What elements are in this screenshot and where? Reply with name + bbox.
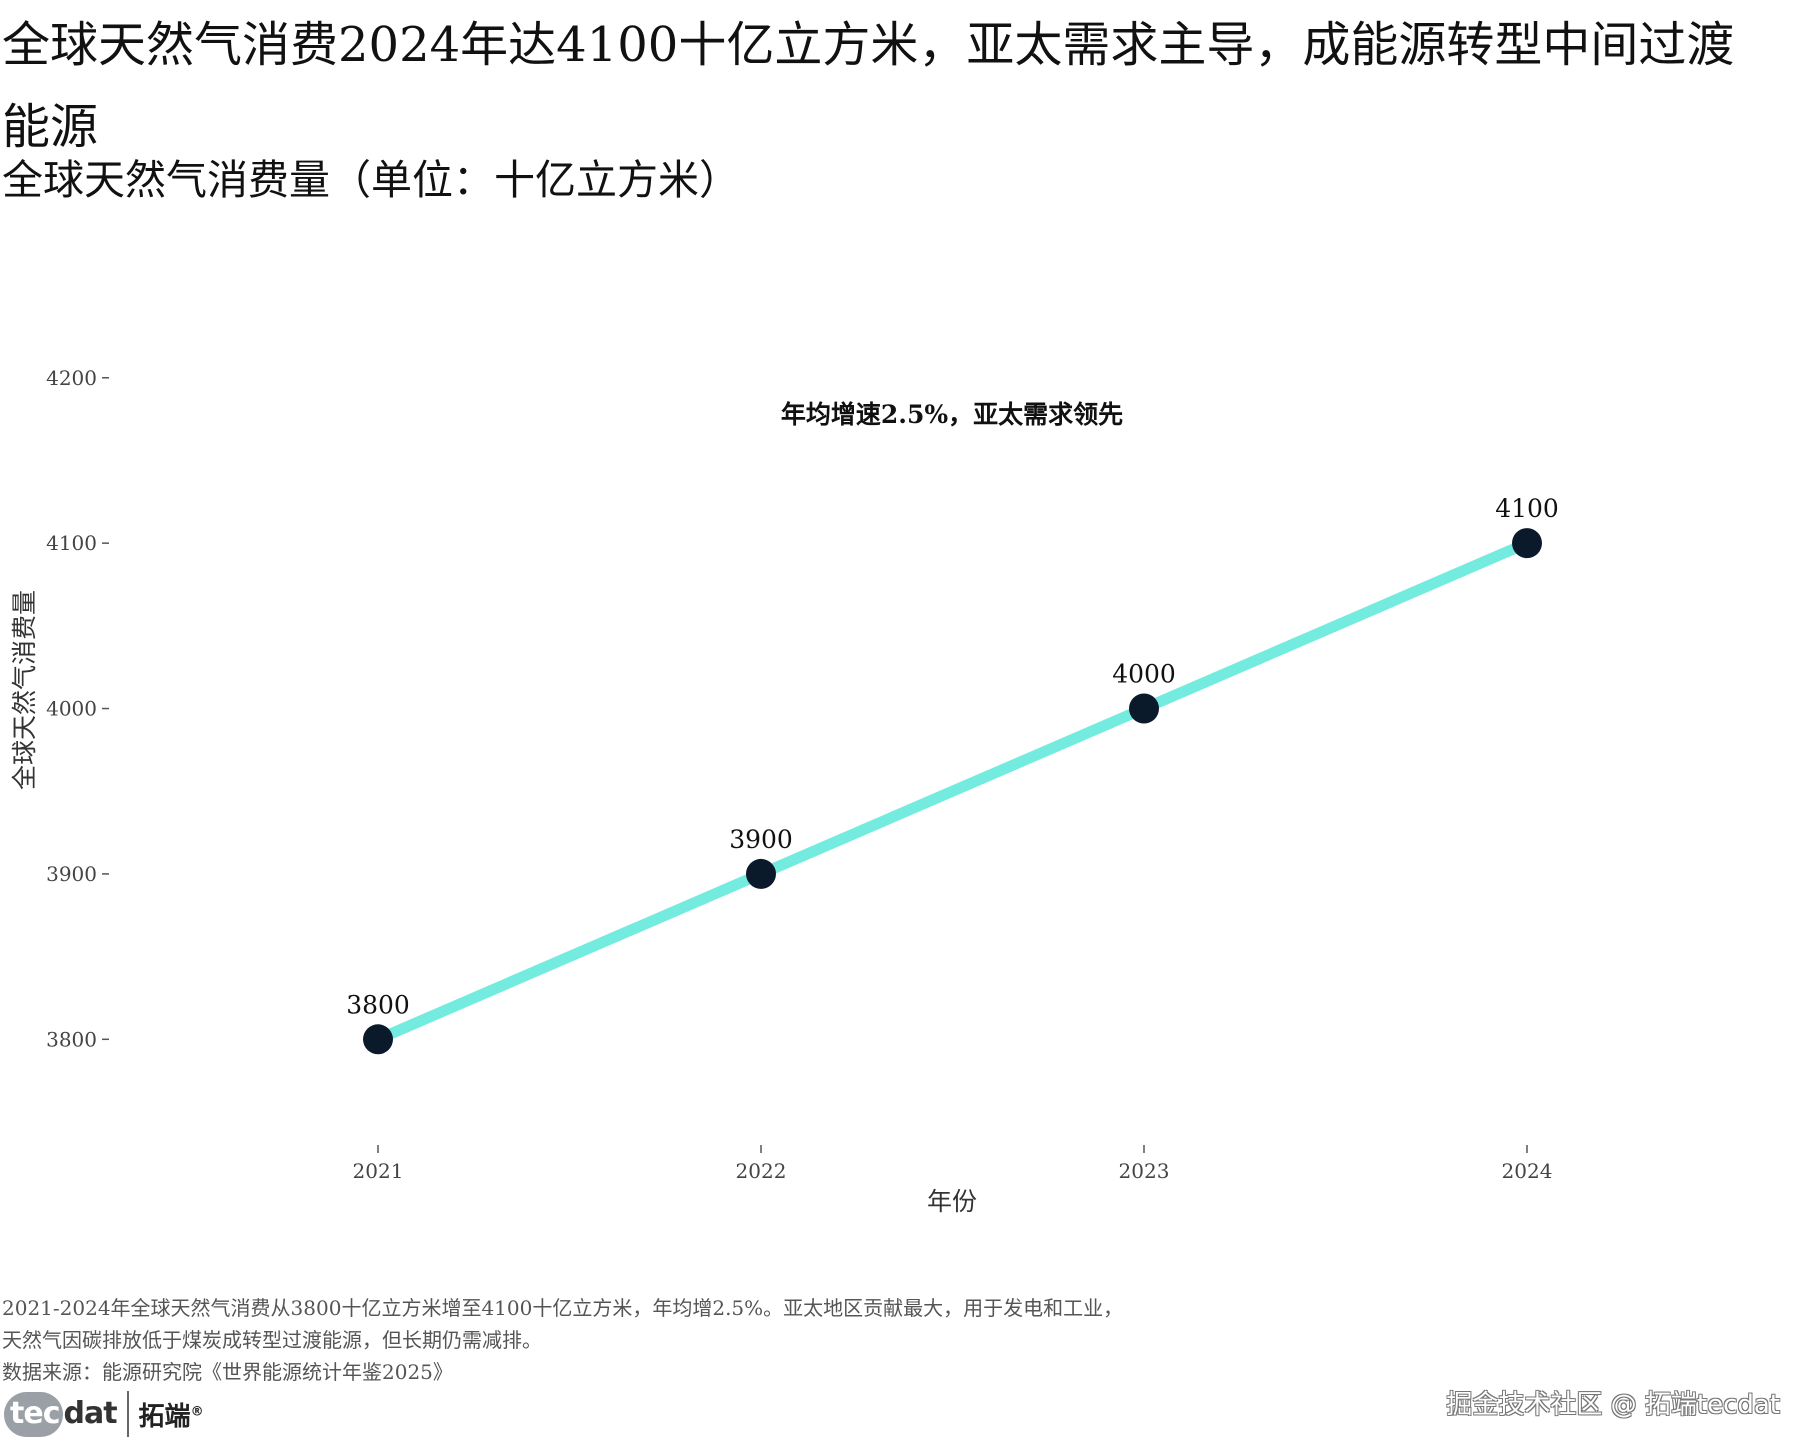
x-tick-label-2022: 2022 (736, 1159, 787, 1183)
caption-line-1: 2021-2024年全球天然气消费从3800十亿立方米增至4100十亿立方米，年… (2, 1296, 1124, 1320)
chart-annotation: 年均增速2.5%，亚太需求领先 (781, 400, 1123, 429)
logo-dat: dat (63, 1395, 117, 1431)
watermark: 掘金技术社区 @ 拓端tecdat (1446, 1390, 1780, 1420)
x-tick-label-2023: 2023 (1119, 1159, 1170, 1183)
x-axis: 2021 2022 2023 2024 (353, 1145, 1553, 1183)
caption-source: 数据来源：能源研究院《世界能源统计年鉴2025》 (2, 1360, 453, 1384)
y-tick-label-4100: 4100 (46, 531, 97, 555)
y-axis-title: 全球天然气消费量 (10, 590, 39, 790)
x-tick-label-2021: 2021 (353, 1159, 404, 1183)
tecdat-logo: tec dat 拓端® (4, 1388, 204, 1440)
data-label-2024: 4100 (1495, 494, 1559, 523)
y-axis: 3800 3900 4000 4100 4200 (46, 366, 109, 1051)
logo-divider (126, 1391, 129, 1437)
logo-tec: tec (4, 1391, 64, 1437)
data-label-2023: 4000 (1112, 660, 1176, 689)
chart-subtitle: 全球天然气消费量（单位：十亿立方米） (2, 156, 740, 204)
registered-mark: ® (190, 1403, 204, 1419)
logo-cn-text: 拓端 (138, 1401, 191, 1432)
series-consumption: 3800 3900 4000 4100 (346, 494, 1559, 1055)
y-tick-label-4200: 4200 (46, 366, 97, 390)
chart-title: 全球天然气消费2024年达4100十亿立方米，亚太需求主导，成能源转型中间过渡能… (2, 17, 1735, 155)
data-point-2021 (363, 1024, 393, 1055)
logo-cn: 拓端® (139, 1396, 204, 1433)
data-point-2023 (1129, 693, 1159, 724)
data-point-2024 (1512, 528, 1542, 559)
x-axis-title: 年份 (927, 1187, 977, 1216)
logo-badge: tec dat (4, 1391, 118, 1437)
caption-line-2: 天然气因碳排放低于煤炭成转型过渡能源，但长期仍需减排。 (2, 1328, 542, 1352)
data-label-2021: 3800 (346, 990, 410, 1019)
data-point-2022 (746, 858, 776, 889)
y-tick-label-4000: 4000 (46, 697, 97, 721)
x-tick-label-2024: 2024 (1502, 1159, 1553, 1183)
chart-caption: 2021-2024年全球天然气消费从3800十亿立方米增至4100十亿立方米，年… (2, 1292, 1123, 1388)
data-label-2022: 3900 (729, 825, 793, 854)
series-line (372, 537, 1533, 1045)
y-tick-label-3900: 3900 (46, 862, 97, 886)
y-tick-label-3800: 3800 (46, 1027, 97, 1051)
